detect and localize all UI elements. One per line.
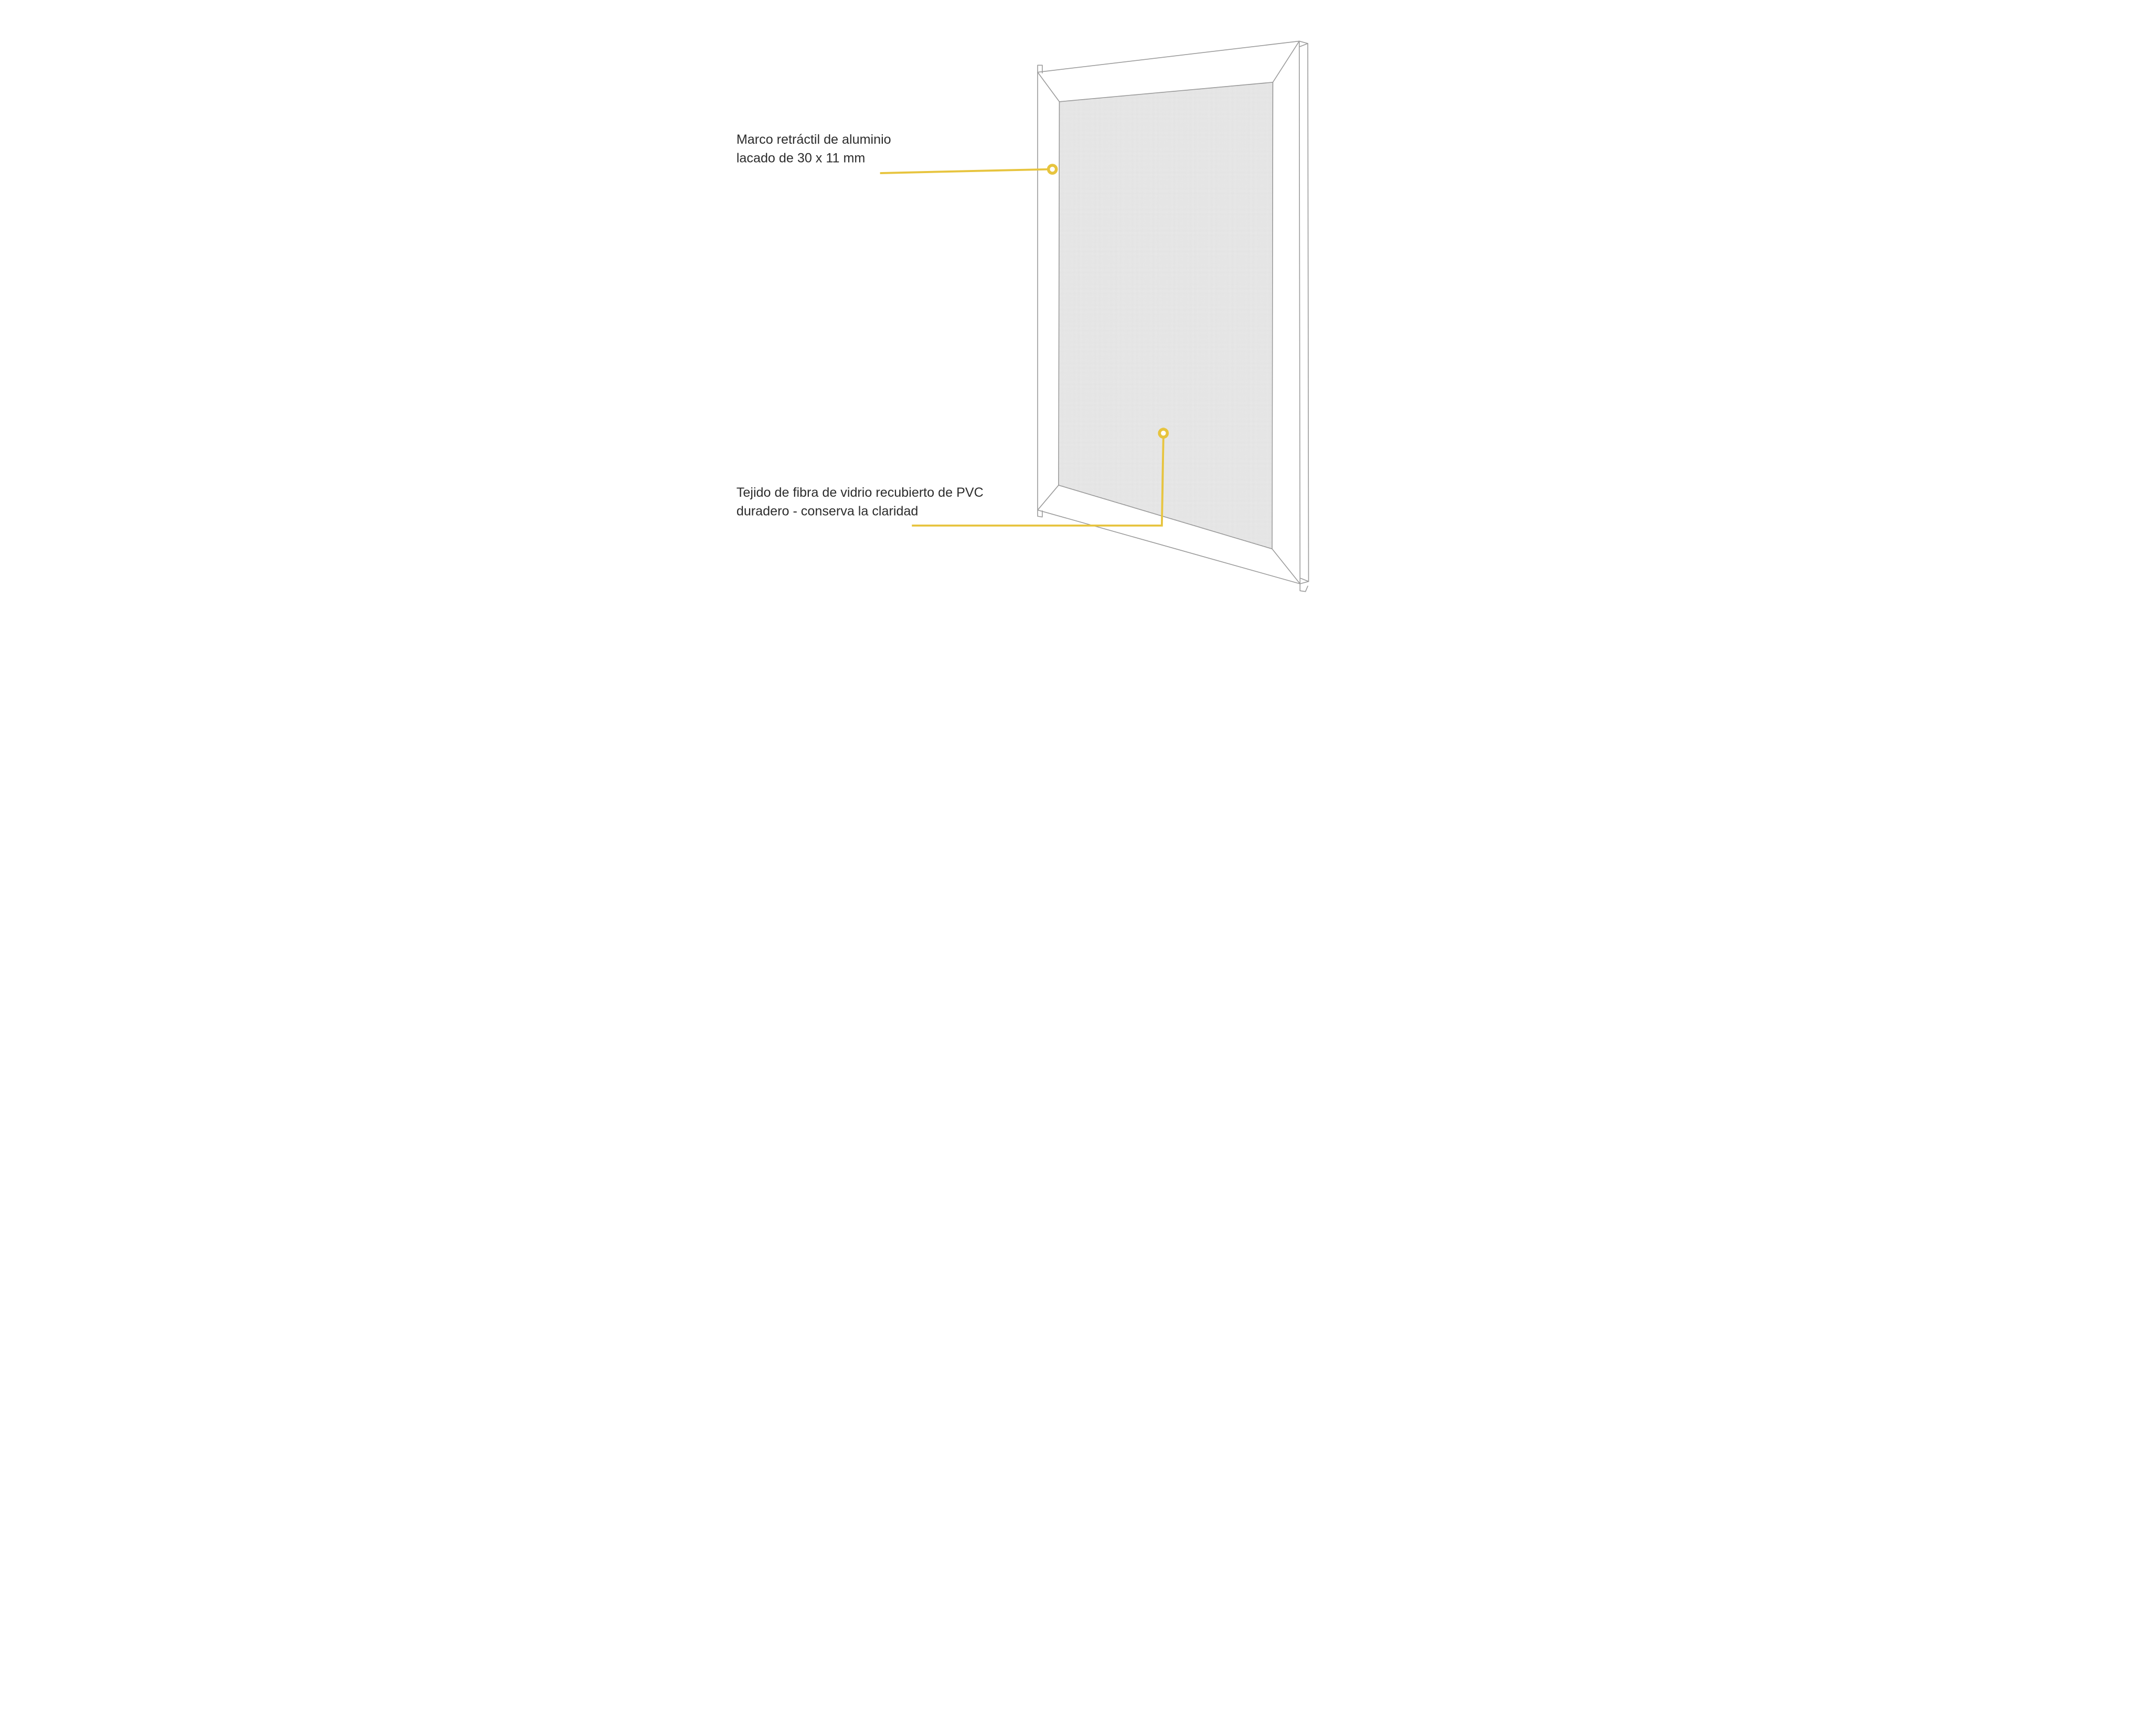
callout-mesh-dot-inner bbox=[1161, 431, 1166, 435]
mesh-screen bbox=[1059, 82, 1273, 549]
diagram-svg: Marco retráctil de aluminio lacado de 30… bbox=[690, 0, 1466, 623]
callout-frame: Marco retráctil de aluminio lacado de 30… bbox=[737, 132, 1058, 175]
callout-mesh-text: Tejido de fibra de vidrio recubierto de … bbox=[737, 485, 987, 519]
diagram-stage: Marco retráctil de aluminio lacado de 30… bbox=[690, 0, 1466, 623]
callout-frame-leader bbox=[880, 169, 1051, 173]
callout-frame-text: Marco retráctil de aluminio lacado de 30… bbox=[737, 132, 895, 166]
callout-mesh-line-0: Tejido de fibra de vidrio recubierto de … bbox=[737, 485, 984, 500]
callout-frame-dot-inner bbox=[1050, 167, 1054, 172]
product-illustration bbox=[1038, 41, 1308, 591]
callout-mesh-line-1: duradero - conserva la claridad bbox=[737, 504, 919, 519]
callout-frame-line-1: lacado de 30 x 11 mm bbox=[737, 151, 866, 165]
callout-frame-line-0: Marco retráctil de aluminio bbox=[737, 132, 891, 147]
